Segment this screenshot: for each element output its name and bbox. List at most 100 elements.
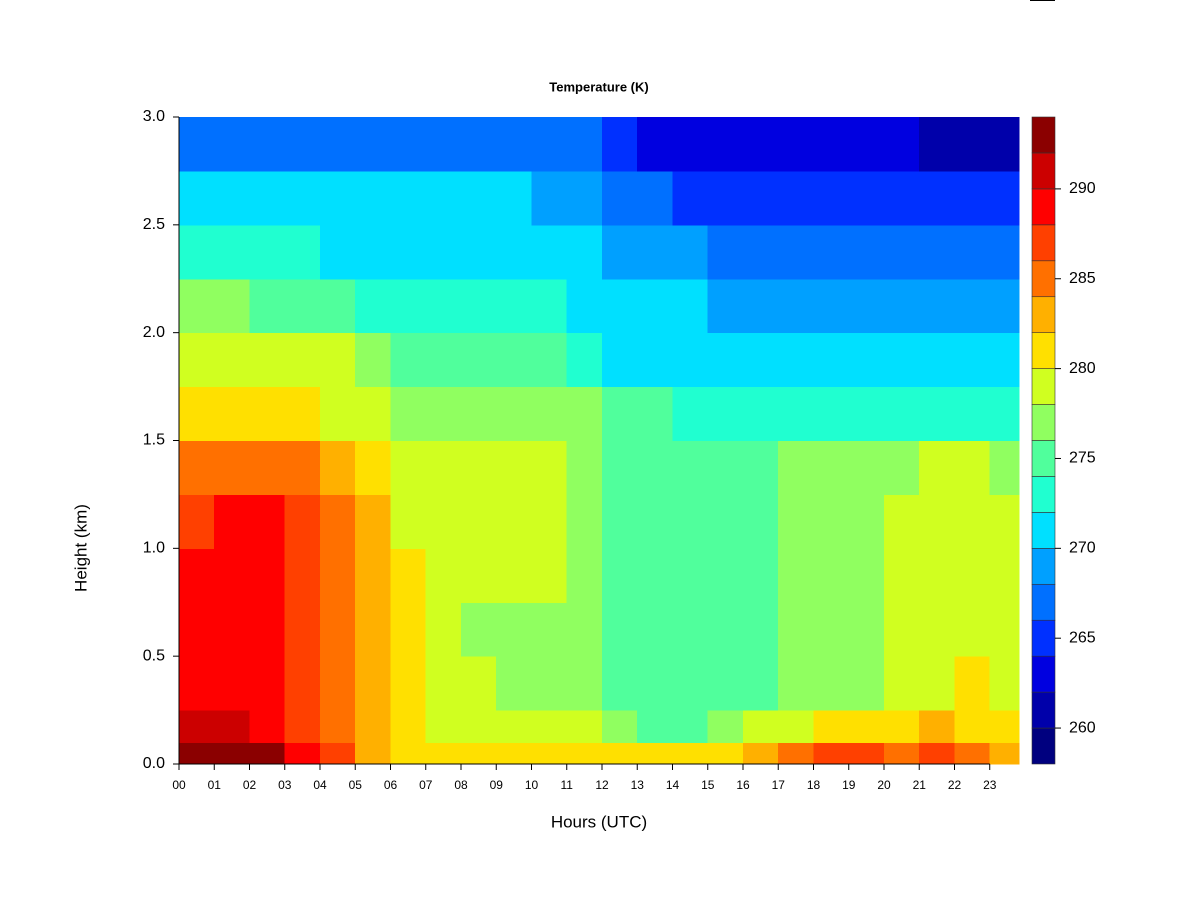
contour-cell [390,602,427,657]
contour-cell [919,332,955,388]
contour-cell [284,742,321,765]
x-tick-label: 02 [243,778,257,792]
contour-cell [672,386,709,441]
contour-cell [531,440,568,495]
contour-cell [566,117,603,172]
contour-cell [672,278,709,334]
contour-cell [883,170,920,226]
contour-cell [496,710,532,743]
colorbar-band [1031,152,1056,190]
contour-cell [813,386,850,441]
x-tick-label: 00 [172,778,186,792]
colorbar-band [1031,548,1056,585]
contour-cell [601,332,638,388]
contour-cell [989,548,1020,603]
contour-cell [848,386,885,441]
contour-cell [566,742,603,765]
contour-cell [919,440,955,495]
contour-cell [249,656,286,711]
contour-cell [707,656,744,711]
contour-cell [883,710,920,743]
x-tick-label: 13 [631,778,645,792]
contour-cell [179,386,215,441]
contour-cell [425,742,462,765]
colorbar-tick-label: 265 [1069,629,1096,646]
contour-cell [742,440,779,495]
contour-cell [848,710,885,743]
contour-cell [284,117,321,172]
contour-cell [284,386,321,441]
contour-cell [989,494,1020,549]
contour-cell [778,602,814,657]
x-tick-label: 01 [208,778,222,792]
contour-cell [531,710,568,743]
contour-cell [496,548,532,603]
contour-cell [707,548,744,603]
colorbar-band [1031,116,1056,154]
contour-cell [390,548,427,603]
contour-cell [249,332,286,388]
contour-cell [390,656,427,711]
contour-cell [672,332,709,388]
contour-cell [214,440,250,495]
contour-cell [390,742,427,765]
colorbar-band [1031,583,1056,621]
contour-cell [566,710,603,743]
colorbar-band [1031,619,1056,657]
contour-cell [531,117,568,172]
contour-cell [214,710,250,743]
contour-cell [531,332,568,388]
contour-cell [425,170,462,226]
contour-cell [425,117,462,172]
contour-cell [425,278,462,334]
contour-cell [813,440,850,495]
contour-cell [919,386,955,441]
contour-cell [954,440,991,495]
contour-cell [672,742,709,765]
contour-cell [848,548,885,603]
contour-cell [742,386,779,441]
contour-cell [919,117,955,172]
chart-title: Temperature (K) [549,79,648,94]
contour-cell [319,332,356,388]
contour-cell [954,602,991,657]
contour-cell [179,548,215,603]
contour-cell [919,224,955,280]
contour-cell [531,602,568,657]
contour-cell [637,548,673,603]
contour-cell [249,224,286,280]
contour-cell [742,548,779,603]
x-tick-label: 03 [278,778,292,792]
contour-cell [707,440,744,495]
colorbar-band [1031,224,1056,262]
contour-cell [460,278,497,334]
contour-cell [601,386,638,441]
contour-cell [989,386,1020,441]
contour-cell [742,602,779,657]
contour-cell [214,332,250,388]
contour-cell [848,224,885,280]
contour-cell [390,710,427,743]
contour-cell [919,656,955,711]
contour-cell [566,602,603,657]
contour-cell [989,742,1020,765]
contour-cell [460,710,497,743]
contour-cell [813,656,850,711]
contour-cell [425,440,462,495]
colorbar-band [1031,404,1056,441]
contour-cell [460,494,497,549]
colorbar-band [1031,727,1056,765]
contour-cell [214,494,250,549]
contour-cell [390,224,427,280]
contour-cell [355,117,391,172]
contour-cell [390,170,427,226]
x-tick-label: 12 [595,778,609,792]
contour-cell [637,170,673,226]
contour-cell [460,332,497,388]
contour-cell [813,548,850,603]
colorbar-band [1031,440,1056,477]
contour-cell [355,278,391,334]
contour-cell [813,332,850,388]
contour-cell [883,656,920,711]
contour-cell [672,170,709,226]
